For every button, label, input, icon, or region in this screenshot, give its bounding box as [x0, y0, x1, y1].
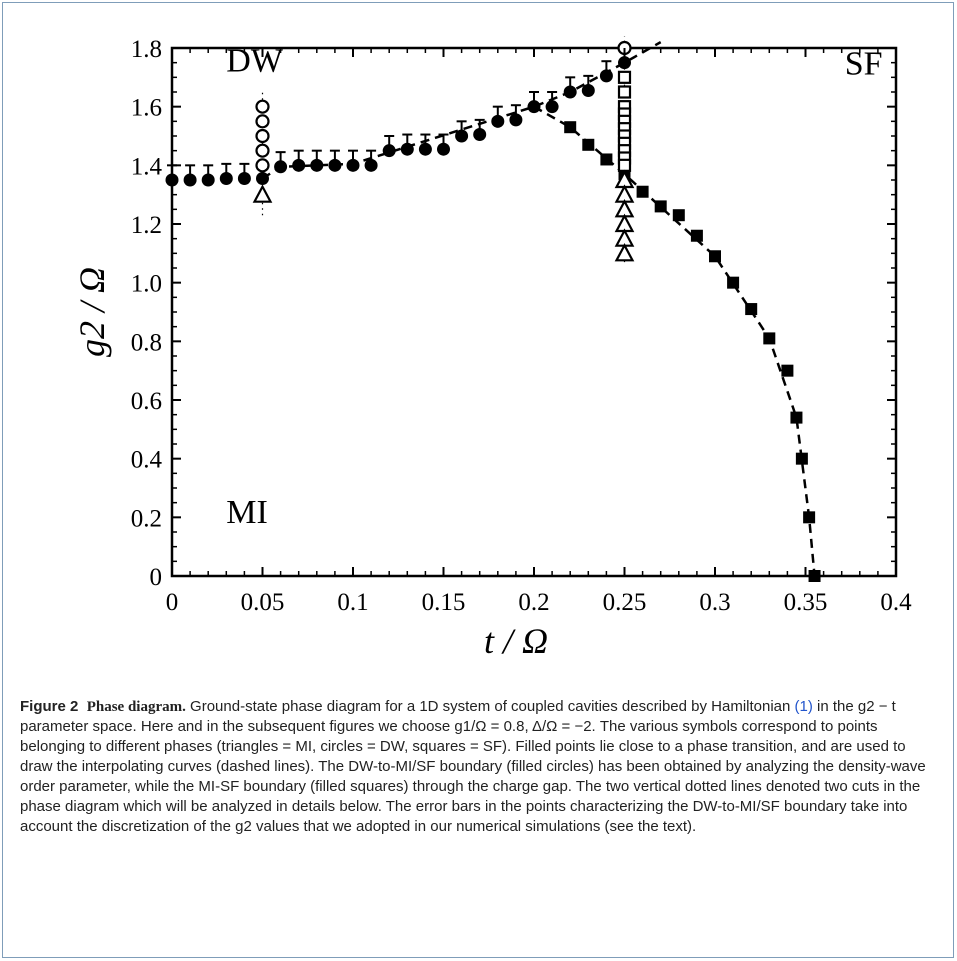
y-tick-label: 1.0	[131, 271, 162, 298]
dw-boundary-point	[473, 128, 487, 142]
y-tick-label: 0.6	[131, 388, 162, 415]
caption-figure-label: Figure 2	[20, 698, 79, 715]
y-tick-label: 0.8	[131, 329, 162, 356]
dw-boundary-point	[310, 158, 324, 172]
dw-boundary-point	[256, 172, 269, 186]
plot-area	[170, 46, 898, 578]
dw-boundary-point	[201, 173, 215, 187]
dw-boundary-point	[581, 84, 595, 98]
dw-boundary-point	[545, 100, 559, 114]
dw-boundary-point	[437, 142, 450, 156]
mi-sf-boundary-point	[690, 229, 703, 242]
mi-sf-boundary-point	[808, 570, 821, 582]
caption-equation-link[interactable]: (1)	[794, 698, 813, 715]
interpolating-dashed-curve	[533, 105, 816, 577]
mi-phase-point	[614, 242, 635, 262]
caption-text-2: in the g2 − t parameter space. Here and …	[20, 698, 926, 835]
y-tick-label: 0.4	[131, 447, 163, 474]
dw-boundary-point	[346, 158, 360, 172]
dw-boundary-point	[400, 142, 414, 156]
dw-boundary-point	[219, 172, 233, 186]
dw-phase-point	[255, 114, 270, 129]
mi-sf-boundary-point	[709, 250, 721, 263]
mi-sf-boundary-point	[672, 209, 685, 222]
sf-phase-point	[617, 85, 632, 99]
x-tick-label: 0.1	[337, 589, 368, 616]
dw-phase-point	[255, 99, 270, 114]
dw-boundary-point	[274, 160, 288, 174]
figure-caption: Figure 2 Phase diagram. Ground-state pha…	[20, 697, 940, 837]
x-tick-label: 0.35	[784, 589, 828, 616]
mi-sf-boundary-point	[582, 138, 595, 151]
x-tick-label: 0.4	[880, 589, 912, 616]
y-tick-label: 0	[150, 564, 163, 591]
mi-sf-boundary-point	[790, 411, 803, 424]
x-tick-label: 0.05	[241, 589, 285, 616]
region-label-mi: MI	[226, 494, 268, 531]
dw-phase-point	[255, 158, 270, 173]
dw-boundary-point	[364, 158, 378, 172]
x-axis-label: t / Ω	[484, 621, 548, 661]
dw-boundary-point	[328, 158, 342, 172]
y-tick-label: 1.4	[131, 153, 163, 180]
dw-boundary-point	[618, 56, 631, 70]
dw-boundary-point	[237, 172, 251, 186]
x-tick-label: 0.25	[603, 589, 647, 616]
mi-sf-boundary-point	[727, 276, 740, 289]
dw-boundary-point	[563, 85, 577, 99]
x-tick-label: 0.3	[699, 589, 730, 616]
dw-boundary-point	[418, 142, 432, 156]
dw-boundary-point	[527, 100, 541, 114]
y-tick-label: 1.8	[131, 36, 162, 63]
mi-phase-point	[252, 184, 273, 203]
dw-boundary-point	[509, 113, 523, 127]
caption-text-1: Ground-state phase diagram for a 1D syst…	[190, 698, 795, 715]
x-tick-label: 0	[166, 589, 179, 616]
region-label-sf: SF	[845, 45, 883, 82]
mi-sf-boundary-point	[564, 121, 577, 134]
sf-phase-point	[617, 70, 632, 84]
y-tick-label: 0.2	[131, 505, 162, 532]
dw-boundary-point	[455, 129, 469, 143]
dw-phase-point	[255, 128, 270, 144]
mi-sf-boundary-point	[636, 185, 649, 198]
mi-sf-boundary-point	[803, 511, 816, 524]
sf-phase-point	[617, 158, 632, 172]
region-label-dw: DW	[226, 42, 284, 79]
mi-sf-boundary-point	[745, 303, 758, 316]
mi-sf-boundary-point	[600, 153, 613, 166]
mi-sf-boundary-point	[781, 364, 794, 377]
mi-sf-boundary-point	[654, 200, 667, 213]
mi-sf-boundary-point	[763, 332, 776, 345]
mi-sf-boundary-point	[795, 452, 808, 465]
y-tick-label: 1.6	[131, 95, 162, 122]
dw-boundary-point	[183, 173, 197, 187]
dw-boundary-point	[382, 144, 396, 158]
dw-phase-point	[255, 143, 270, 158]
dw-boundary-point	[292, 158, 306, 172]
caption-heading: Phase diagram.	[86, 699, 186, 715]
y-tick-label: 1.2	[131, 212, 162, 239]
x-tick-label: 0.2	[518, 589, 549, 616]
dw-boundary-point	[599, 69, 613, 83]
x-tick-label: 0.15	[422, 589, 466, 616]
dw-boundary-point	[491, 114, 505, 128]
phase-diagram-chart: 0 0.05 0.1 0.15 0.2 0.25 0.3 0.35 0.4 0 0.2 0.4 0.6…	[72, 36, 912, 661]
y-axis-label: g2 / Ω	[72, 267, 112, 357]
